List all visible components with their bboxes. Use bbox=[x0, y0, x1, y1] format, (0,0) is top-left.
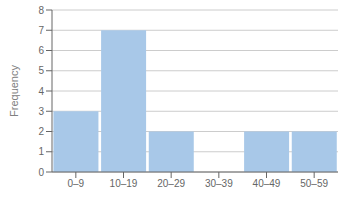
svg-text:0: 0 bbox=[38, 167, 44, 178]
svg-text:10–19: 10–19 bbox=[110, 178, 138, 189]
svg-text:Frequency: Frequency bbox=[8, 65, 20, 117]
svg-text:40–49: 40–49 bbox=[253, 178, 281, 189]
svg-text:2: 2 bbox=[38, 126, 44, 137]
svg-text:1: 1 bbox=[38, 146, 44, 157]
svg-text:6: 6 bbox=[38, 45, 44, 56]
svg-text:3: 3 bbox=[38, 106, 44, 117]
svg-text:0–9: 0–9 bbox=[67, 178, 84, 189]
svg-text:8: 8 bbox=[38, 5, 44, 16]
svg-text:4: 4 bbox=[38, 86, 44, 97]
svg-text:5: 5 bbox=[38, 65, 44, 76]
svg-text:50–59: 50–59 bbox=[300, 178, 328, 189]
svg-text:30–39: 30–39 bbox=[205, 178, 233, 189]
svg-text:7: 7 bbox=[38, 25, 44, 36]
svg-text:20–29: 20–29 bbox=[157, 178, 185, 189]
